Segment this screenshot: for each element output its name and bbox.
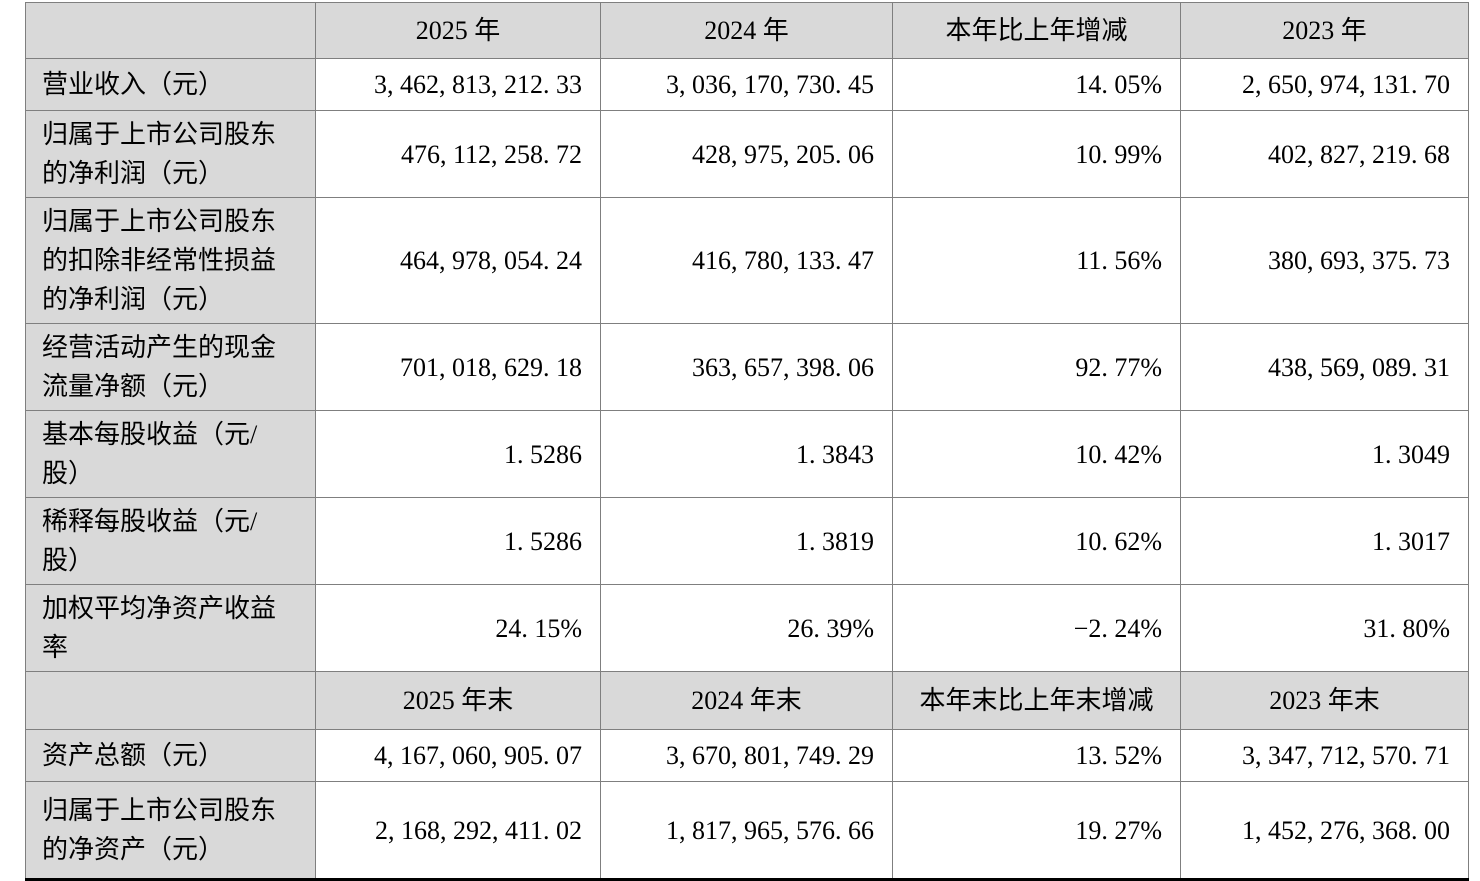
header-year-2024: 2024 年 — [600, 2, 893, 59]
row-label: 资产总额（元） — [25, 729, 316, 782]
row-label: 归属于上市公司股东 的净资产（元） — [25, 781, 316, 880]
row-operating-revenue: 营业收入（元） 3, 462, 813, 212. 33 3, 036, 170… — [25, 58, 1469, 111]
value-2025: 1. 5286 — [315, 410, 601, 498]
header-2023-year-end: 2023 年末 — [1180, 671, 1469, 730]
value-2023: 380, 693, 375. 73 — [1180, 197, 1469, 324]
row-label: 加权平均净资产收益 率 — [25, 584, 316, 672]
row-operating-cash-flow: 经营活动产生的现金 流量净额（元） 701, 018, 629. 18 363,… — [25, 323, 1469, 411]
header-year-2023: 2023 年 — [1180, 2, 1469, 59]
value-change: 19. 27% — [892, 781, 1181, 880]
value-2024: 1. 3843 — [600, 410, 893, 498]
value-2024: 26. 39% — [600, 584, 893, 672]
row-net-profit-attributable: 归属于上市公司股东 的净利润（元） 476, 112, 258. 72 428,… — [25, 110, 1469, 198]
value-2025: 4, 167, 060, 905. 07 — [315, 729, 601, 782]
header-2024-year-end: 2024 年末 — [600, 671, 893, 730]
value-change: −2. 24% — [892, 584, 1181, 672]
value-2024: 3, 670, 801, 749. 29 — [600, 729, 893, 782]
row-weighted-avg-roe: 加权平均净资产收益 率 24. 15% 26. 39% −2. 24% 31. … — [25, 584, 1469, 672]
value-2023: 31. 80% — [1180, 584, 1469, 672]
row-label: 稀释每股收益（元/ 股） — [25, 497, 316, 585]
value-2023: 3, 347, 712, 570. 71 — [1180, 729, 1469, 782]
header-2025-year-end: 2025 年末 — [315, 671, 601, 730]
value-2024: 428, 975, 205. 06 — [600, 110, 893, 198]
value-2024: 3, 036, 170, 730. 45 — [600, 58, 893, 111]
value-change: 10. 42% — [892, 410, 1181, 498]
row-label: 营业收入（元） — [25, 58, 316, 111]
value-2025: 24. 15% — [315, 584, 601, 672]
value-change: 13. 52% — [892, 729, 1181, 782]
value-2025: 1. 5286 — [315, 497, 601, 585]
row-label: 经营活动产生的现金 流量净额（元） — [25, 323, 316, 411]
value-2023: 1. 3049 — [1180, 410, 1469, 498]
value-2024: 1, 817, 965, 576. 66 — [600, 781, 893, 880]
row-label: 归属于上市公司股东 的净利润（元） — [25, 110, 316, 198]
header-yoy-change: 本年比上年增减 — [892, 2, 1181, 59]
value-change: 14. 05% — [892, 58, 1181, 111]
header-blank-cell — [25, 671, 316, 730]
row-diluted-eps: 稀释每股收益（元/ 股） 1. 5286 1. 3819 10. 62% 1. … — [25, 497, 1469, 585]
value-2023: 438, 569, 089. 31 — [1180, 323, 1469, 411]
financial-summary-table: 2025 年 2024 年 本年比上年增减 2023 年 营业收入（元） 3, … — [25, 2, 1469, 881]
value-2025: 3, 462, 813, 212. 33 — [315, 58, 601, 111]
value-2023: 2, 650, 974, 131. 70 — [1180, 58, 1469, 111]
value-change: 11. 56% — [892, 197, 1181, 324]
header-year-end-change: 本年末比上年末增减 — [892, 671, 1181, 730]
value-2024: 1. 3819 — [600, 497, 893, 585]
header-row-period-end: 2025 年末 2024 年末 本年末比上年末增减 2023 年末 — [25, 671, 1469, 730]
header-blank-cell — [25, 2, 316, 59]
row-net-profit-excl-nonrecurring: 归属于上市公司股东 的扣除非经常性损益 的净利润（元） 464, 978, 05… — [25, 197, 1469, 324]
row-net-assets-attributable: 归属于上市公司股东 的净资产（元） 2, 168, 292, 411. 02 1… — [25, 781, 1469, 880]
value-2024: 363, 657, 398. 06 — [600, 323, 893, 411]
value-2025: 476, 112, 258. 72 — [315, 110, 601, 198]
value-2023: 402, 827, 219. 68 — [1180, 110, 1469, 198]
row-total-assets: 资产总额（元） 4, 167, 060, 905. 07 3, 670, 801… — [25, 729, 1469, 782]
header-year-2025: 2025 年 — [315, 2, 601, 59]
row-label: 归属于上市公司股东 的扣除非经常性损益 的净利润（元） — [25, 197, 316, 324]
row-label: 基本每股收益（元/ 股） — [25, 410, 316, 498]
value-change: 10. 62% — [892, 497, 1181, 585]
value-2025: 464, 978, 054. 24 — [315, 197, 601, 324]
value-2023: 1. 3017 — [1180, 497, 1469, 585]
value-2025: 2, 168, 292, 411. 02 — [315, 781, 601, 880]
value-change: 10. 99% — [892, 110, 1181, 198]
row-basic-eps: 基本每股收益（元/ 股） 1. 5286 1. 3843 10. 42% 1. … — [25, 410, 1469, 498]
value-2023: 1, 452, 276, 368. 00 — [1180, 781, 1469, 880]
header-row-current-period: 2025 年 2024 年 本年比上年增减 2023 年 — [25, 2, 1469, 59]
value-change: 92. 77% — [892, 323, 1181, 411]
value-2025: 701, 018, 629. 18 — [315, 323, 601, 411]
value-2024: 416, 780, 133. 47 — [600, 197, 893, 324]
